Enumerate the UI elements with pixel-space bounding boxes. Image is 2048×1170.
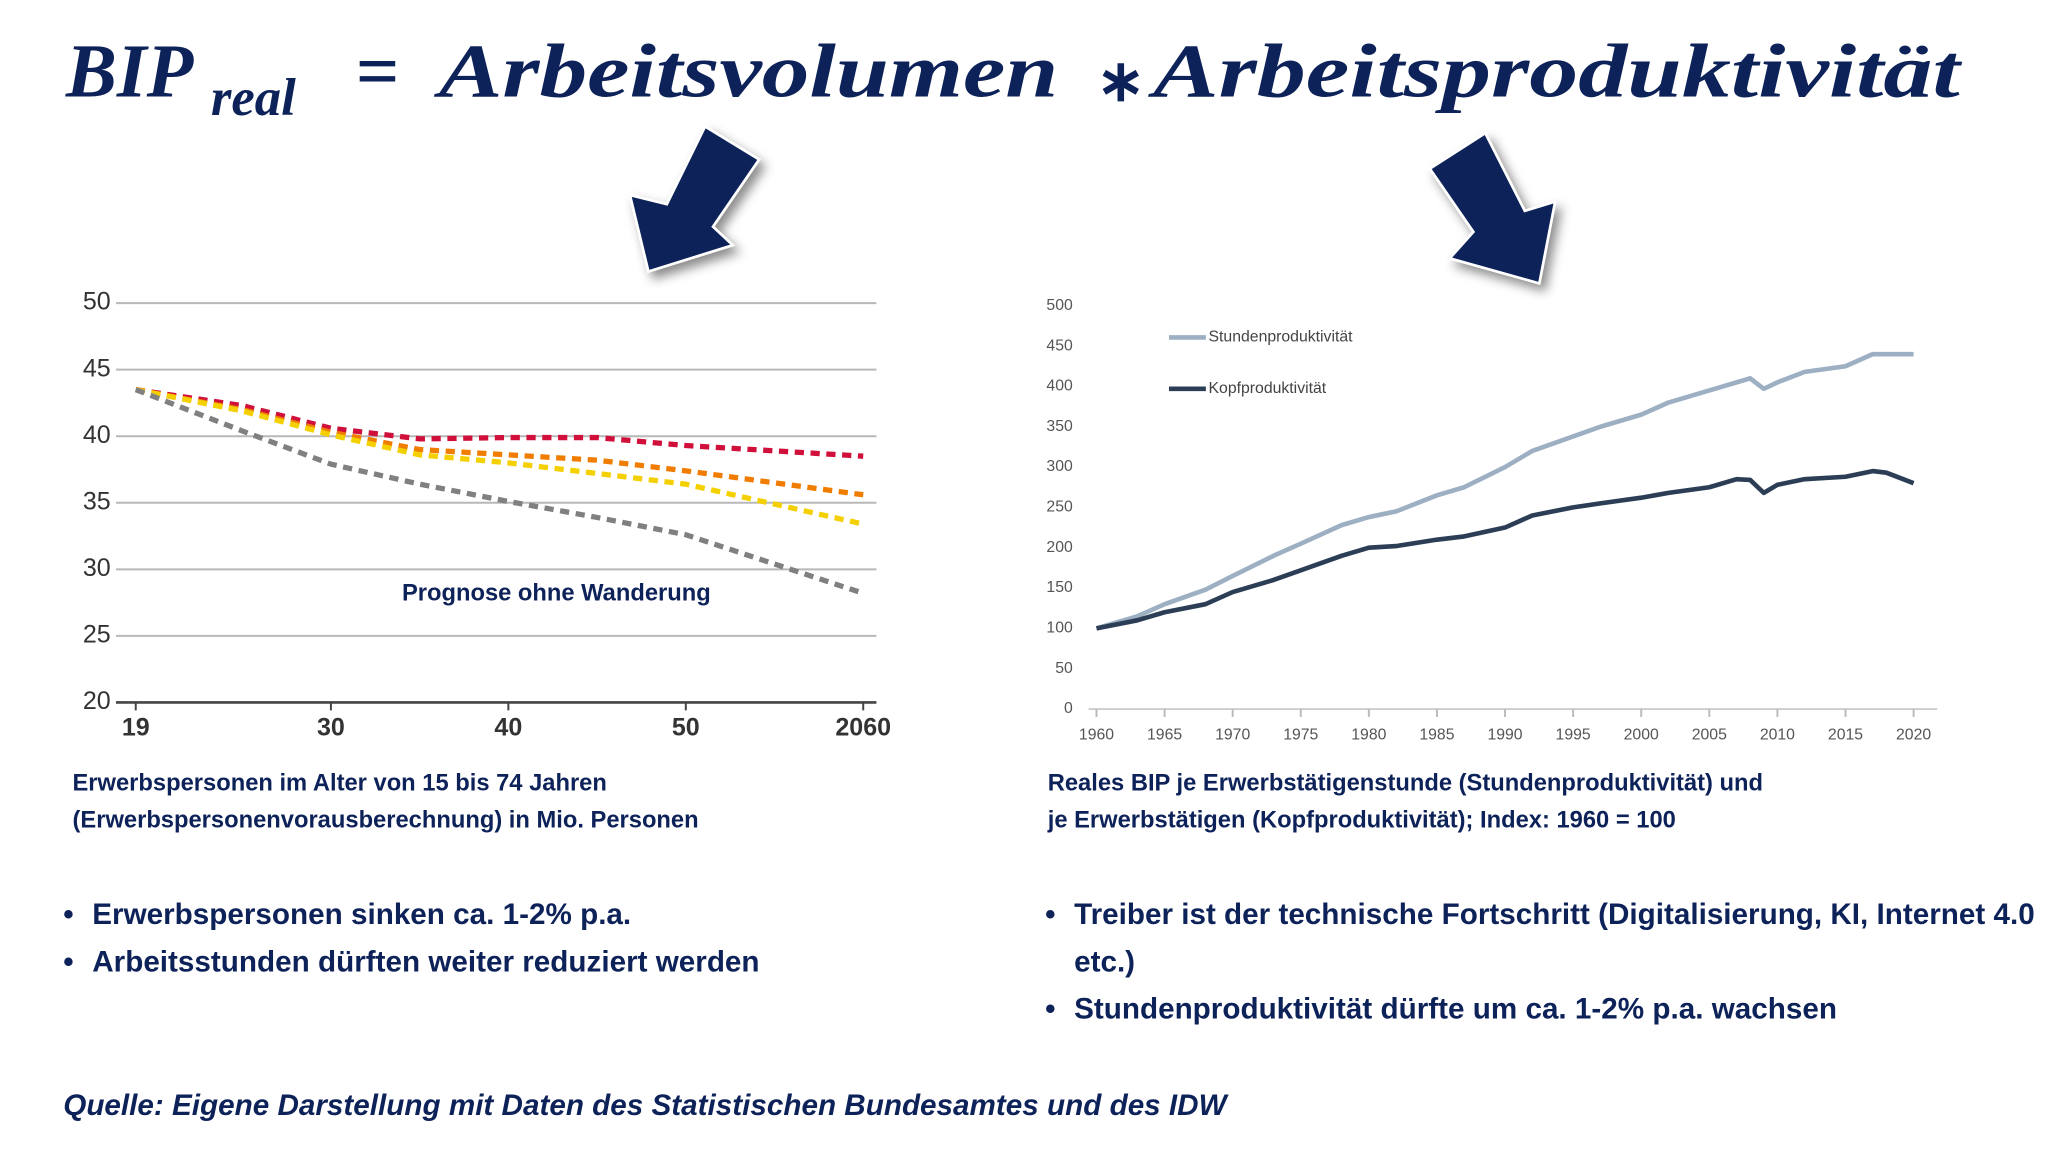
caption-line: Reales BIP je Erwerbstätigenstunde (Stun… [1047,769,1764,797]
line-series [1096,468,1915,631]
line-series [135,387,864,498]
x-tick-label: 2020 [1896,727,1931,744]
y-tick-label: 35 [83,487,111,515]
y-tick-label: 50 [1055,660,1073,677]
x-tick-label: 50 [672,713,700,741]
y-tick-label: 45 [83,354,111,382]
formula-term: Arbeitsproduktivität [1148,29,1963,114]
y-tick-label: 400 [1046,378,1073,395]
line-series [135,387,864,527]
y-tick-label: 40 [83,421,111,449]
y-tick-label: 200 [1046,539,1073,556]
formula-eq: = [356,29,400,114]
x-tick-label: 40 [494,713,522,741]
bullet-list: Erwerbspersonen sinken ca. 1-2% p.a. Arb… [63,891,790,986]
formula-subscript: real [211,69,296,127]
x-tick-label: 1990 [1487,727,1522,744]
x-tick-label: 1975 [1283,727,1318,744]
bullet-list: Treiber ist der technische Fortschritt (… [1045,891,2048,1033]
legend-label: Stundenproduktivität [1209,329,1354,346]
formula-op: ∗ [1096,48,1145,113]
y-tick-label: 300 [1046,458,1073,475]
bullet: Stundenproduktivität dürfte um ca. 1-2% … [1045,986,2048,1033]
y-tick-label: 350 [1046,418,1073,435]
caption-line: (Erwerbspersonenvorausberechnung) in Mio… [72,806,699,833]
x-tick-label: 1980 [1351,727,1386,744]
caption-line: je Erwerbstätigen (Kopfproduktivität); I… [1047,806,1676,833]
bullet: Treiber ist der technische Fortschritt (… [1045,891,2048,986]
caption: Erwerbspersonen im Alter von 15 bis 74 J… [72,764,698,838]
arrow [1428,131,1557,286]
y-tick-label: 100 [1046,620,1073,637]
x-tick-label: 2060 [835,713,891,741]
line-series [1095,351,1914,631]
x-tick-label: 1960 [1079,727,1114,744]
bullet: Erwerbspersonen sinken ca. 1-2% p.a. [63,891,790,938]
annotation: Prognose ohne Wanderung [402,581,711,607]
source: Quelle: Eigene Darstellung mit Daten des… [63,1088,1227,1122]
y-tick-label: 150 [1046,579,1073,596]
y-tick-label: 500 [1046,297,1073,314]
y-tick-label: 250 [1046,499,1073,516]
x-tick-label: 2015 [1828,727,1863,744]
x-tick-label: 30 [317,713,345,741]
x-tick-label: 1985 [1419,727,1454,744]
arrow [628,124,761,274]
x-tick-label: 19 [122,713,150,741]
y-tick-label: 0 [1064,700,1073,717]
x-tick-label: 1995 [1556,727,1591,744]
x-tick-label: 1970 [1215,727,1250,744]
y-tick-label: 50 [83,288,111,316]
x-tick-label: 2010 [1760,727,1795,744]
formula-lhs: BIP [65,29,195,114]
line-series [135,387,864,459]
y-tick-label: 20 [83,687,111,715]
x-tick-label: 2000 [1624,727,1659,744]
formula-term: Arbeitsvolumen [434,29,1058,114]
y-tick-label: 25 [83,620,111,648]
x-tick-label: 1965 [1147,727,1182,744]
line-series [134,387,865,596]
y-tick-label: 30 [83,554,111,582]
y-tick-label: 450 [1046,337,1073,354]
caption-line: Erwerbspersonen im Alter von 15 bis 74 J… [72,769,607,797]
bullet: Arbeitsstunden dürften weiter reduziert … [63,938,790,985]
legend-label: Kopfproduktivität [1209,380,1327,397]
caption: Reales BIP je Erwerbstätigenstunde (Stun… [1048,764,1763,838]
x-tick-label: 2005 [1692,727,1727,744]
